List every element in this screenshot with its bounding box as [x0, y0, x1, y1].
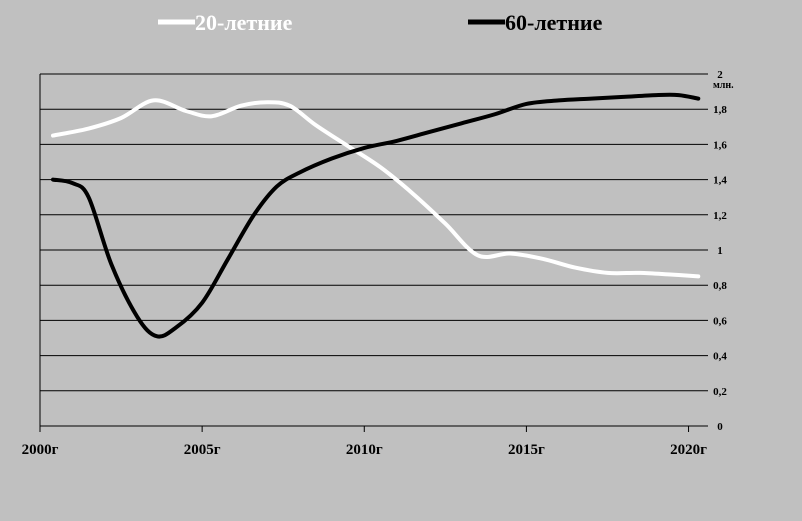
y-tick-label: 0,4 [713, 351, 727, 363]
grid-lines [39, 73, 708, 427]
y-tick-label: 2 [717, 69, 723, 81]
x-tick-label: 2015г [508, 442, 545, 458]
y-tick-label: 0,6 [713, 315, 727, 327]
x-tick-label: 2010г [346, 442, 383, 458]
x-tick-label: 2005г [184, 442, 221, 458]
y-axis-unit: млн. [713, 80, 734, 91]
y-tick-label: 1,2 [713, 210, 727, 222]
y-tick-label: 1,4 [713, 175, 727, 187]
x-tick-label: 2020г [670, 442, 707, 458]
y-tick-label: 0,8 [713, 280, 727, 292]
y-tick-label: 0 [717, 421, 723, 433]
y-tick-label: 0,2 [713, 386, 727, 398]
y-axis: 0 0,2 0,4 0,6 0,8 1 1,2 1,4 1,6 1,8 2 [713, 69, 727, 433]
y-tick-label: 1,6 [713, 139, 727, 151]
y-tick-label: 1 [717, 245, 723, 257]
series-lines [51, 92, 701, 339]
legend-label-20: 20-летние [195, 10, 293, 35]
x-tick-label: 2000г [22, 442, 59, 458]
y-tick-label: 1,8 [713, 104, 727, 116]
series-line-0 [51, 98, 701, 279]
legend: 20-летние 60-летние [158, 10, 603, 35]
legend-label-60: 60-летние [505, 10, 603, 35]
x-axis: 2000г 2005г 2010г 2015г 2020г [22, 426, 707, 458]
series-line-1 [51, 92, 701, 339]
